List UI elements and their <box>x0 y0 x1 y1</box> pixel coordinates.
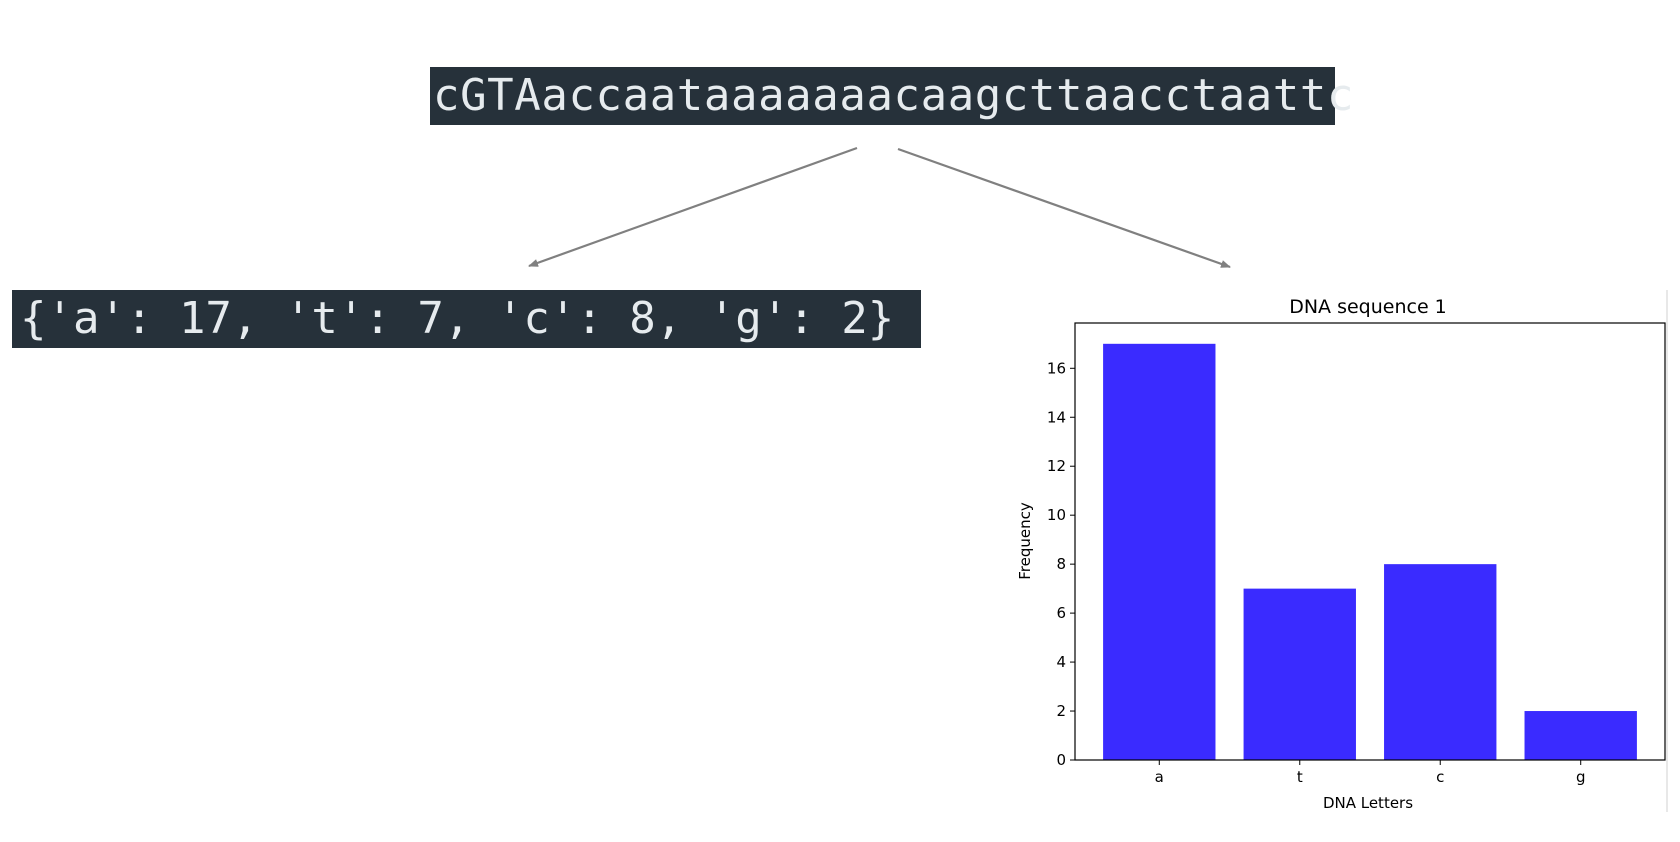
y-tick-label: 4 <box>1056 653 1066 671</box>
x-axis-label: DNA Letters <box>1323 794 1413 812</box>
y-tick-label: 16 <box>1047 359 1066 377</box>
y-tick-label: 2 <box>1056 702 1066 720</box>
dna-sequence-text: cGTAaccaataaaaaaacaagcttaacctaattc <box>430 67 1353 125</box>
plot-frame <box>1074 322 1666 761</box>
arrow-to-chart <box>897 147 1231 269</box>
y-tick-label: 8 <box>1056 555 1066 573</box>
bar-a <box>1103 343 1216 760</box>
bar-g <box>1524 711 1637 760</box>
y-tick-label: 6 <box>1056 604 1066 622</box>
y-tick-label: 12 <box>1047 457 1066 475</box>
bar-t <box>1243 588 1356 760</box>
y-tick-label: 10 <box>1047 506 1066 524</box>
arrow-to-counts <box>528 146 858 268</box>
x-tick-label: t <box>1297 768 1303 786</box>
letter-counts-dict: {'a': 17, 't': 7, 'c': 8, 'g': 2} <box>12 290 921 348</box>
x-tick-label: g <box>1576 768 1586 786</box>
bar-c <box>1384 564 1497 760</box>
x-tick-label: c <box>1436 768 1444 786</box>
bar-chart: DNA sequence 1 0 2 4 6 8 10 12 14 16 a t c g DNA Le… <box>1016 290 1668 812</box>
y-tick-label: 0 <box>1056 751 1066 769</box>
y-axis-label: Frequency <box>1016 502 1034 580</box>
y-tick-label: 14 <box>1047 408 1066 426</box>
chart-title: DNA sequence 1 <box>1289 296 1447 318</box>
x-tick-label: a <box>1155 768 1164 786</box>
